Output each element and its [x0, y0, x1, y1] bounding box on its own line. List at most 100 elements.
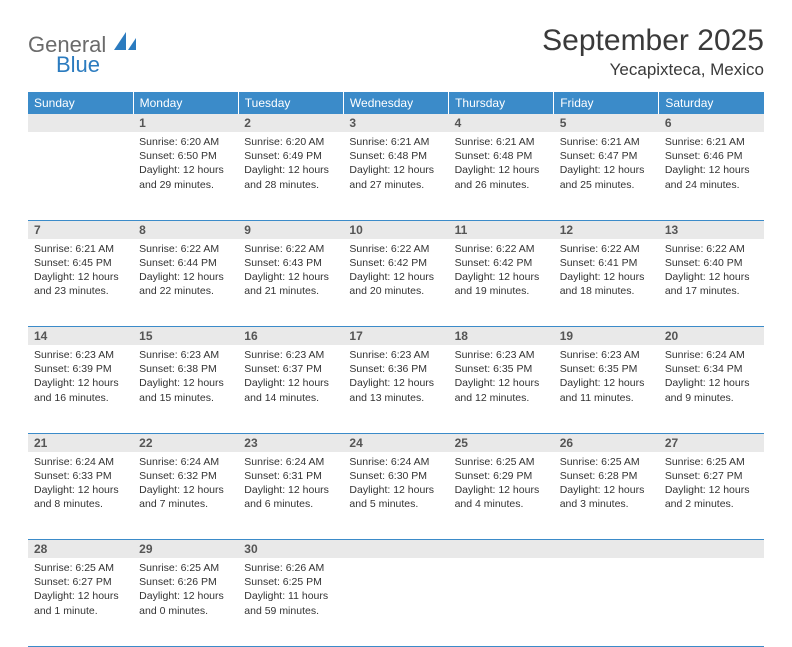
sunset-line: Sunset: 6:34 PM: [665, 362, 758, 376]
day-number: 4: [449, 114, 554, 132]
day-number: 3: [343, 114, 448, 132]
day-cell: [28, 132, 133, 220]
week-row: Sunrise: 6:21 AMSunset: 6:45 PMDaylight:…: [28, 239, 764, 327]
day-details: Sunrise: 6:24 AMSunset: 6:30 PMDaylight:…: [343, 452, 448, 516]
sunrise-line: Sunrise: 6:25 AM: [139, 561, 232, 575]
day-details: Sunrise: 6:22 AMSunset: 6:44 PMDaylight:…: [133, 239, 238, 303]
week-row: Sunrise: 6:25 AMSunset: 6:27 PMDaylight:…: [28, 558, 764, 646]
daylight-line: Daylight: 12 hours and 8 minutes.: [34, 483, 127, 511]
day-cell: Sunrise: 6:25 AMSunset: 6:27 PMDaylight:…: [28, 558, 133, 646]
day-number: 15: [133, 327, 238, 346]
sunrise-line: Sunrise: 6:24 AM: [349, 455, 442, 469]
day-number-row: 21222324252627: [28, 433, 764, 452]
day-number: 20: [659, 327, 764, 346]
day-cell: Sunrise: 6:25 AMSunset: 6:29 PMDaylight:…: [449, 452, 554, 540]
sunset-line: Sunset: 6:37 PM: [244, 362, 337, 376]
daylight-line: Daylight: 12 hours and 19 minutes.: [455, 270, 548, 298]
day-cell: Sunrise: 6:22 AMSunset: 6:42 PMDaylight:…: [343, 239, 448, 327]
sunrise-line: Sunrise: 6:24 AM: [665, 348, 758, 362]
day-cell: Sunrise: 6:21 AMSunset: 6:47 PMDaylight:…: [554, 132, 659, 220]
day-details: Sunrise: 6:23 AMSunset: 6:38 PMDaylight:…: [133, 345, 238, 409]
day-cell: Sunrise: 6:25 AMSunset: 6:27 PMDaylight:…: [659, 452, 764, 540]
day-cell: Sunrise: 6:23 AMSunset: 6:35 PMDaylight:…: [554, 345, 659, 433]
sunset-line: Sunset: 6:30 PM: [349, 469, 442, 483]
daylight-line: Daylight: 11 hours and 59 minutes.: [244, 589, 337, 617]
sunrise-line: Sunrise: 6:25 AM: [665, 455, 758, 469]
day-details: Sunrise: 6:22 AMSunset: 6:43 PMDaylight:…: [238, 239, 343, 303]
day-number: 27: [659, 433, 764, 452]
day-details: Sunrise: 6:20 AMSunset: 6:50 PMDaylight:…: [133, 132, 238, 196]
daylight-line: Daylight: 12 hours and 28 minutes.: [244, 163, 337, 191]
sunrise-line: Sunrise: 6:21 AM: [665, 135, 758, 149]
sunrise-line: Sunrise: 6:25 AM: [34, 561, 127, 575]
day-details: Sunrise: 6:25 AMSunset: 6:29 PMDaylight:…: [449, 452, 554, 516]
daylight-line: Daylight: 12 hours and 0 minutes.: [139, 589, 232, 617]
daylight-line: Daylight: 12 hours and 12 minutes.: [455, 376, 548, 404]
logo: General Blue: [28, 24, 138, 76]
day-cell: Sunrise: 6:24 AMSunset: 6:33 PMDaylight:…: [28, 452, 133, 540]
day-details: Sunrise: 6:26 AMSunset: 6:25 PMDaylight:…: [238, 558, 343, 622]
day-cell: [659, 558, 764, 646]
day-cell: Sunrise: 6:22 AMSunset: 6:40 PMDaylight:…: [659, 239, 764, 327]
day-number: 22: [133, 433, 238, 452]
daylight-line: Daylight: 12 hours and 13 minutes.: [349, 376, 442, 404]
day-cell: [554, 558, 659, 646]
daylight-line: Daylight: 12 hours and 6 minutes.: [244, 483, 337, 511]
day-details: Sunrise: 6:21 AMSunset: 6:46 PMDaylight:…: [659, 132, 764, 196]
day-number: 14: [28, 327, 133, 346]
day-cell: Sunrise: 6:24 AMSunset: 6:31 PMDaylight:…: [238, 452, 343, 540]
day-number: 11: [449, 220, 554, 239]
sunrise-line: Sunrise: 6:22 AM: [665, 242, 758, 256]
sunrise-line: Sunrise: 6:24 AM: [139, 455, 232, 469]
week-row: Sunrise: 6:23 AMSunset: 6:39 PMDaylight:…: [28, 345, 764, 433]
day-details: Sunrise: 6:22 AMSunset: 6:42 PMDaylight:…: [343, 239, 448, 303]
daylight-line: Daylight: 12 hours and 18 minutes.: [560, 270, 653, 298]
day-number: 2: [238, 114, 343, 132]
sunrise-line: Sunrise: 6:23 AM: [560, 348, 653, 362]
day-number: 8: [133, 220, 238, 239]
sunset-line: Sunset: 6:27 PM: [665, 469, 758, 483]
day-details: Sunrise: 6:20 AMSunset: 6:49 PMDaylight:…: [238, 132, 343, 196]
sunset-line: Sunset: 6:35 PM: [455, 362, 548, 376]
sunrise-line: Sunrise: 6:22 AM: [349, 242, 442, 256]
sunset-line: Sunset: 6:25 PM: [244, 575, 337, 589]
sunset-line: Sunset: 6:27 PM: [34, 575, 127, 589]
weekday-header: Sunday: [28, 92, 133, 114]
sunrise-line: Sunrise: 6:20 AM: [244, 135, 337, 149]
logo-word2: Blue: [56, 54, 138, 76]
sunset-line: Sunset: 6:32 PM: [139, 469, 232, 483]
day-number: 9: [238, 220, 343, 239]
daylight-line: Daylight: 12 hours and 16 minutes.: [34, 376, 127, 404]
daylight-line: Daylight: 12 hours and 9 minutes.: [665, 376, 758, 404]
sunset-line: Sunset: 6:26 PM: [139, 575, 232, 589]
sunset-line: Sunset: 6:38 PM: [139, 362, 232, 376]
day-number: 18: [449, 327, 554, 346]
day-details: Sunrise: 6:25 AMSunset: 6:28 PMDaylight:…: [554, 452, 659, 516]
day-cell: Sunrise: 6:22 AMSunset: 6:42 PMDaylight:…: [449, 239, 554, 327]
day-cell: Sunrise: 6:23 AMSunset: 6:37 PMDaylight:…: [238, 345, 343, 433]
day-cell: Sunrise: 6:22 AMSunset: 6:44 PMDaylight:…: [133, 239, 238, 327]
day-number: 23: [238, 433, 343, 452]
day-number: 1: [133, 114, 238, 132]
day-number: 13: [659, 220, 764, 239]
day-number: 25: [449, 433, 554, 452]
page-title: September 2025: [542, 24, 764, 58]
day-number: 7: [28, 220, 133, 239]
sunset-line: Sunset: 6:42 PM: [349, 256, 442, 270]
day-details: Sunrise: 6:22 AMSunset: 6:42 PMDaylight:…: [449, 239, 554, 303]
daylight-line: Daylight: 12 hours and 20 minutes.: [349, 270, 442, 298]
sunset-line: Sunset: 6:36 PM: [349, 362, 442, 376]
logo-sail-icon: [112, 32, 138, 57]
sunrise-line: Sunrise: 6:20 AM: [139, 135, 232, 149]
day-number: 12: [554, 220, 659, 239]
weekday-header: Tuesday: [238, 92, 343, 114]
day-details: Sunrise: 6:23 AMSunset: 6:35 PMDaylight:…: [554, 345, 659, 409]
sunrise-line: Sunrise: 6:23 AM: [34, 348, 127, 362]
day-cell: Sunrise: 6:20 AMSunset: 6:49 PMDaylight:…: [238, 132, 343, 220]
daylight-line: Daylight: 12 hours and 1 minute.: [34, 589, 127, 617]
daylight-line: Daylight: 12 hours and 21 minutes.: [244, 270, 337, 298]
day-cell: Sunrise: 6:26 AMSunset: 6:25 PMDaylight:…: [238, 558, 343, 646]
day-details: Sunrise: 6:21 AMSunset: 6:47 PMDaylight:…: [554, 132, 659, 196]
sunset-line: Sunset: 6:39 PM: [34, 362, 127, 376]
day-details: Sunrise: 6:23 AMSunset: 6:39 PMDaylight:…: [28, 345, 133, 409]
